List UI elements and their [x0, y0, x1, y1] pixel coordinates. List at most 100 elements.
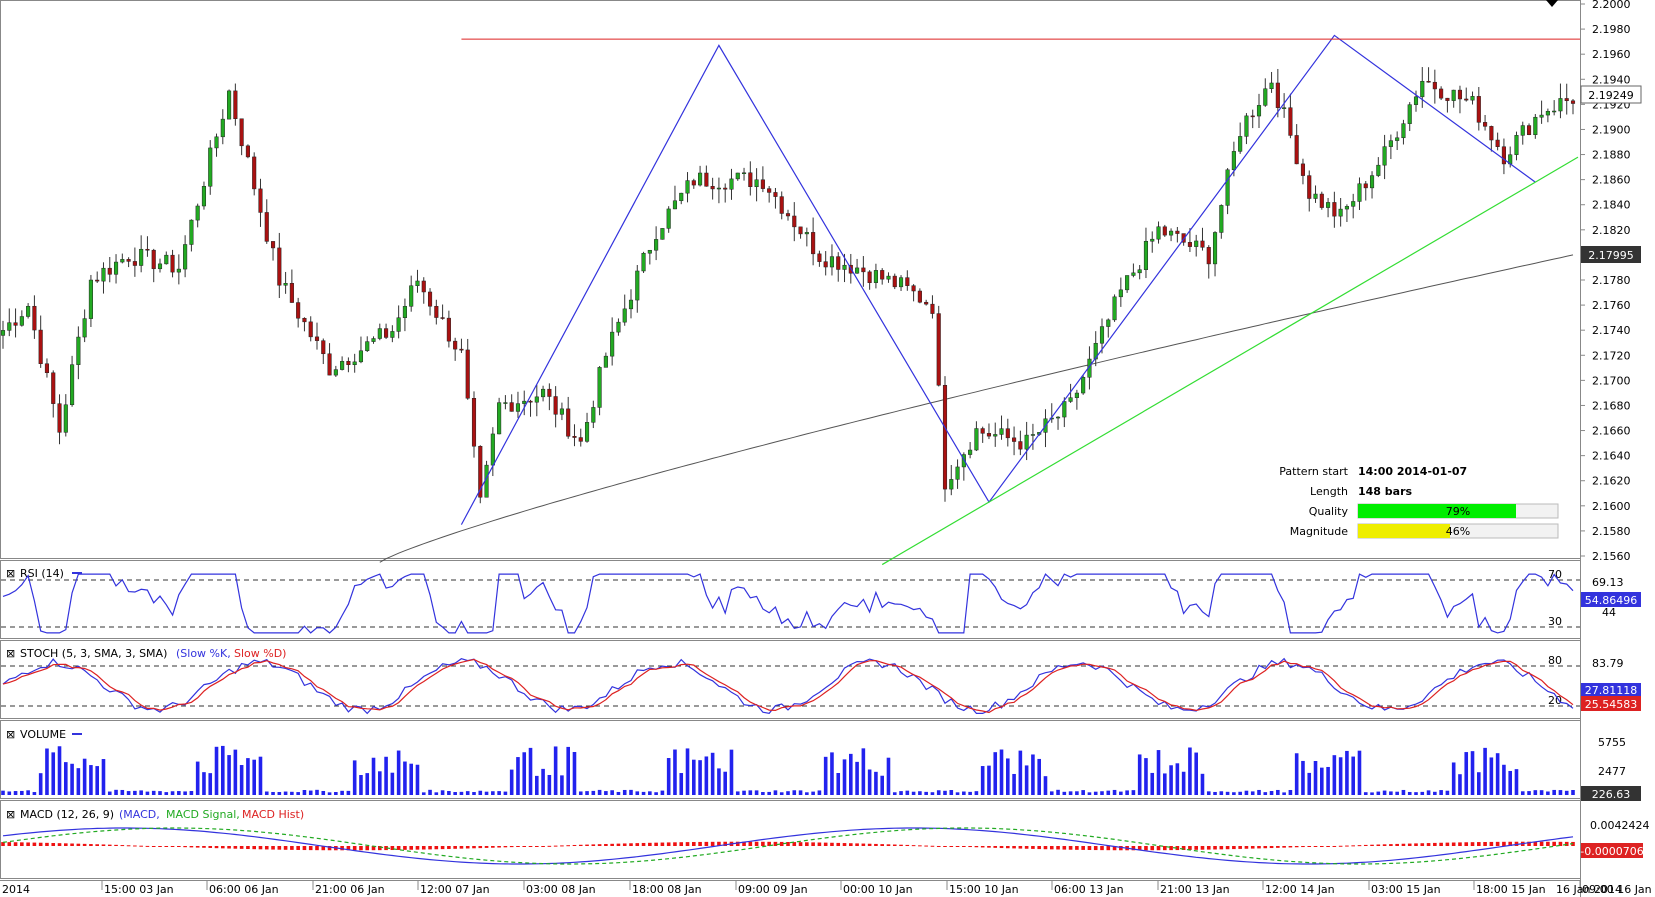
- macd-hist-bar: [629, 843, 633, 846]
- volume-bar: [1414, 792, 1418, 795]
- time-tick-label: 2014: [2, 883, 30, 896]
- candle-body: [390, 331, 395, 338]
- macd-hist-bar: [239, 846, 244, 849]
- candle-body: [1369, 175, 1375, 189]
- candle-body: [333, 369, 338, 376]
- macd-hist-bar: [396, 846, 401, 850]
- macd-hist-bar: [585, 844, 589, 846]
- macd-close-box[interactable]: ⊠: [6, 808, 15, 821]
- price-tick-label: 2.1660: [1592, 425, 1631, 438]
- candle-body: [999, 428, 1004, 435]
- volume-bar: [32, 792, 37, 795]
- volume-bar: [1031, 754, 1035, 795]
- macd-hist-bar: [1527, 841, 1531, 846]
- time-tick-label: 12:00 14 Jan: [1265, 883, 1335, 896]
- macd-hist-bar: [1200, 846, 1205, 850]
- macd-hist-bar: [1137, 846, 1142, 851]
- volume-bar: [635, 791, 640, 795]
- stoch-close-box[interactable]: ⊠: [6, 647, 15, 660]
- candle-body: [38, 329, 43, 364]
- volume-bar: [1445, 790, 1450, 795]
- macd-hist-bar: [38, 842, 43, 846]
- candle-body: [679, 192, 684, 202]
- candle-body: [817, 253, 822, 262]
- volume-bar: [1263, 792, 1268, 795]
- macd-hist-bar: [823, 842, 828, 846]
- macd-hist-bar: [277, 846, 282, 850]
- candle-body: [980, 428, 985, 434]
- candle-body: [289, 283, 294, 303]
- volume-bar: [867, 769, 872, 795]
- macd-hist-bar: [842, 843, 847, 846]
- candle-body: [1501, 146, 1506, 165]
- volume-close-box[interactable]: ⊠: [6, 728, 15, 741]
- volume-bar: [246, 758, 250, 795]
- candle-body: [346, 361, 351, 366]
- macd-hist-bar: [1558, 841, 1563, 846]
- candle-body: [227, 90, 232, 120]
- macd-hist-bar: [1451, 842, 1456, 846]
- candle-body: [892, 275, 897, 288]
- candle-body: [855, 267, 860, 274]
- volume-bar: [1520, 791, 1525, 795]
- macd-hist-bar: [26, 842, 30, 846]
- candle-body: [1495, 139, 1500, 147]
- volume-bar: [1477, 772, 1481, 795]
- macd-hist-bar: [1458, 842, 1462, 846]
- volume-bar: [1439, 790, 1443, 795]
- candle-body: [591, 407, 596, 423]
- macd-hist-bar: [949, 846, 954, 847]
- scroll-marker-icon[interactable]: [1546, 0, 1558, 7]
- candlestick-series: [0, 67, 1576, 504]
- candle-body: [622, 308, 627, 323]
- macd-hist-bar: [1006, 846, 1010, 849]
- candle-body: [798, 226, 803, 235]
- candle-body: [170, 254, 175, 273]
- candle-body: [1225, 169, 1230, 206]
- candle-body: [76, 336, 81, 365]
- volume-bar: [327, 792, 332, 795]
- candle-body: [340, 361, 345, 370]
- macd-hist-bar: [779, 841, 784, 846]
- macd-hist-bar: [547, 845, 552, 847]
- volume-bar: [974, 791, 979, 795]
- candle-body: [1256, 105, 1262, 117]
- time-tick-label: 00:00 10 Jan: [843, 883, 913, 896]
- volume-bar: [886, 757, 891, 795]
- candle-body: [321, 340, 326, 355]
- macd-hist-bar: [459, 846, 464, 849]
- rsi-close-box[interactable]: ⊠: [6, 567, 15, 580]
- candle-body: [1526, 125, 1532, 135]
- volume-bar: [1100, 791, 1104, 795]
- volume-bar: [1357, 750, 1362, 795]
- volume-bar: [710, 752, 715, 795]
- candle-body: [51, 372, 56, 404]
- volume-bar: [20, 790, 24, 795]
- candle-body: [384, 328, 389, 338]
- quality-bar-fill: [1358, 504, 1516, 518]
- volume-bar: [371, 757, 376, 795]
- volume-bar: [352, 760, 357, 795]
- volume-bar: [911, 791, 916, 795]
- volume-bar: [1433, 791, 1437, 795]
- macd-hist-bar: [1194, 846, 1198, 850]
- macd-hist-bar: [861, 843, 866, 846]
- volume-bar: [1332, 755, 1337, 795]
- candle-body: [773, 192, 778, 197]
- candle-body: [113, 261, 119, 275]
- macd-hist-bar: [1150, 846, 1155, 851]
- macd-hist-bar: [1439, 842, 1443, 846]
- candle-body: [616, 321, 621, 333]
- macd-hist-bar: [1024, 846, 1029, 849]
- volume-bar: [773, 790, 778, 795]
- macd-hist-bar: [710, 841, 715, 846]
- volume-bar: [1056, 789, 1060, 795]
- candle-body: [1231, 151, 1236, 171]
- candle-body: [1263, 88, 1268, 106]
- volume-bar: [1483, 747, 1487, 795]
- time-tick-label: 09:00 16 Jan: [1582, 883, 1652, 896]
- volume-bar: [1395, 791, 1399, 795]
- price-tick-label: 2.1680: [1592, 399, 1631, 412]
- volume-bar: [233, 749, 238, 795]
- candle-body: [13, 322, 18, 326]
